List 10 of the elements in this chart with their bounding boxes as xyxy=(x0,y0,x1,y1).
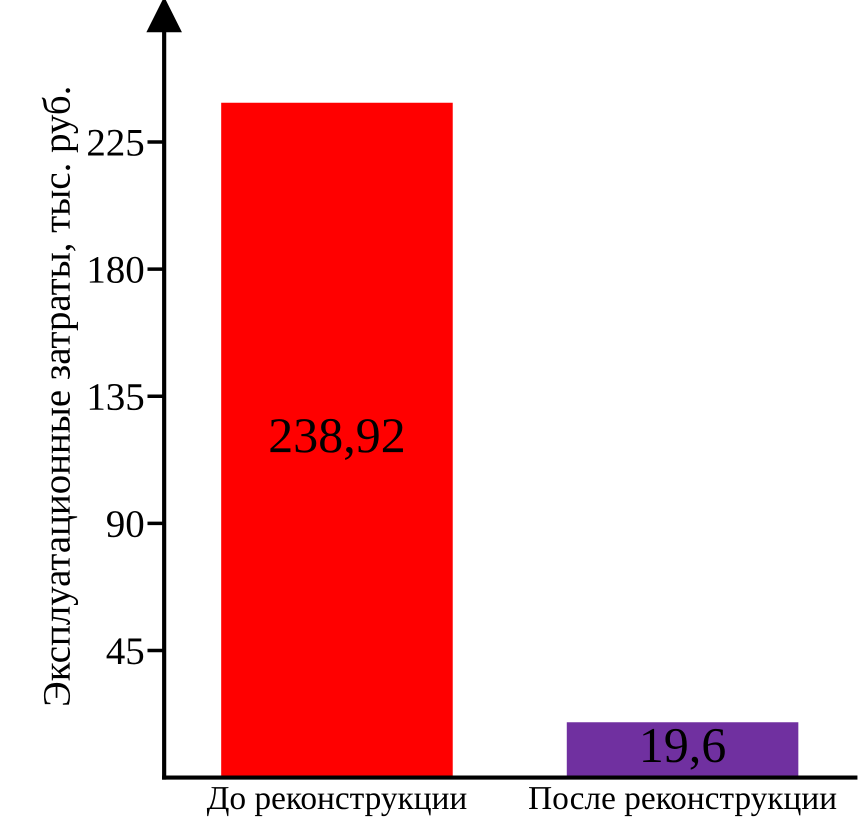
y-tick-label: 45 xyxy=(106,638,144,664)
data-label: 238,92 xyxy=(270,418,403,460)
y-tick-label: 225 xyxy=(88,130,144,156)
x-tick-label: После реконструкции xyxy=(529,787,836,816)
y-tick-label: 90 xyxy=(107,511,144,538)
x-tick-label: До реконструкции xyxy=(206,787,466,816)
y-axis-title: Эксплуатационные затраты, тыс. руб. xyxy=(42,88,78,705)
data-label: 19,6 xyxy=(643,728,725,770)
y-tick-label: 135 xyxy=(90,384,144,410)
y-tick-label: 180 xyxy=(90,256,144,284)
